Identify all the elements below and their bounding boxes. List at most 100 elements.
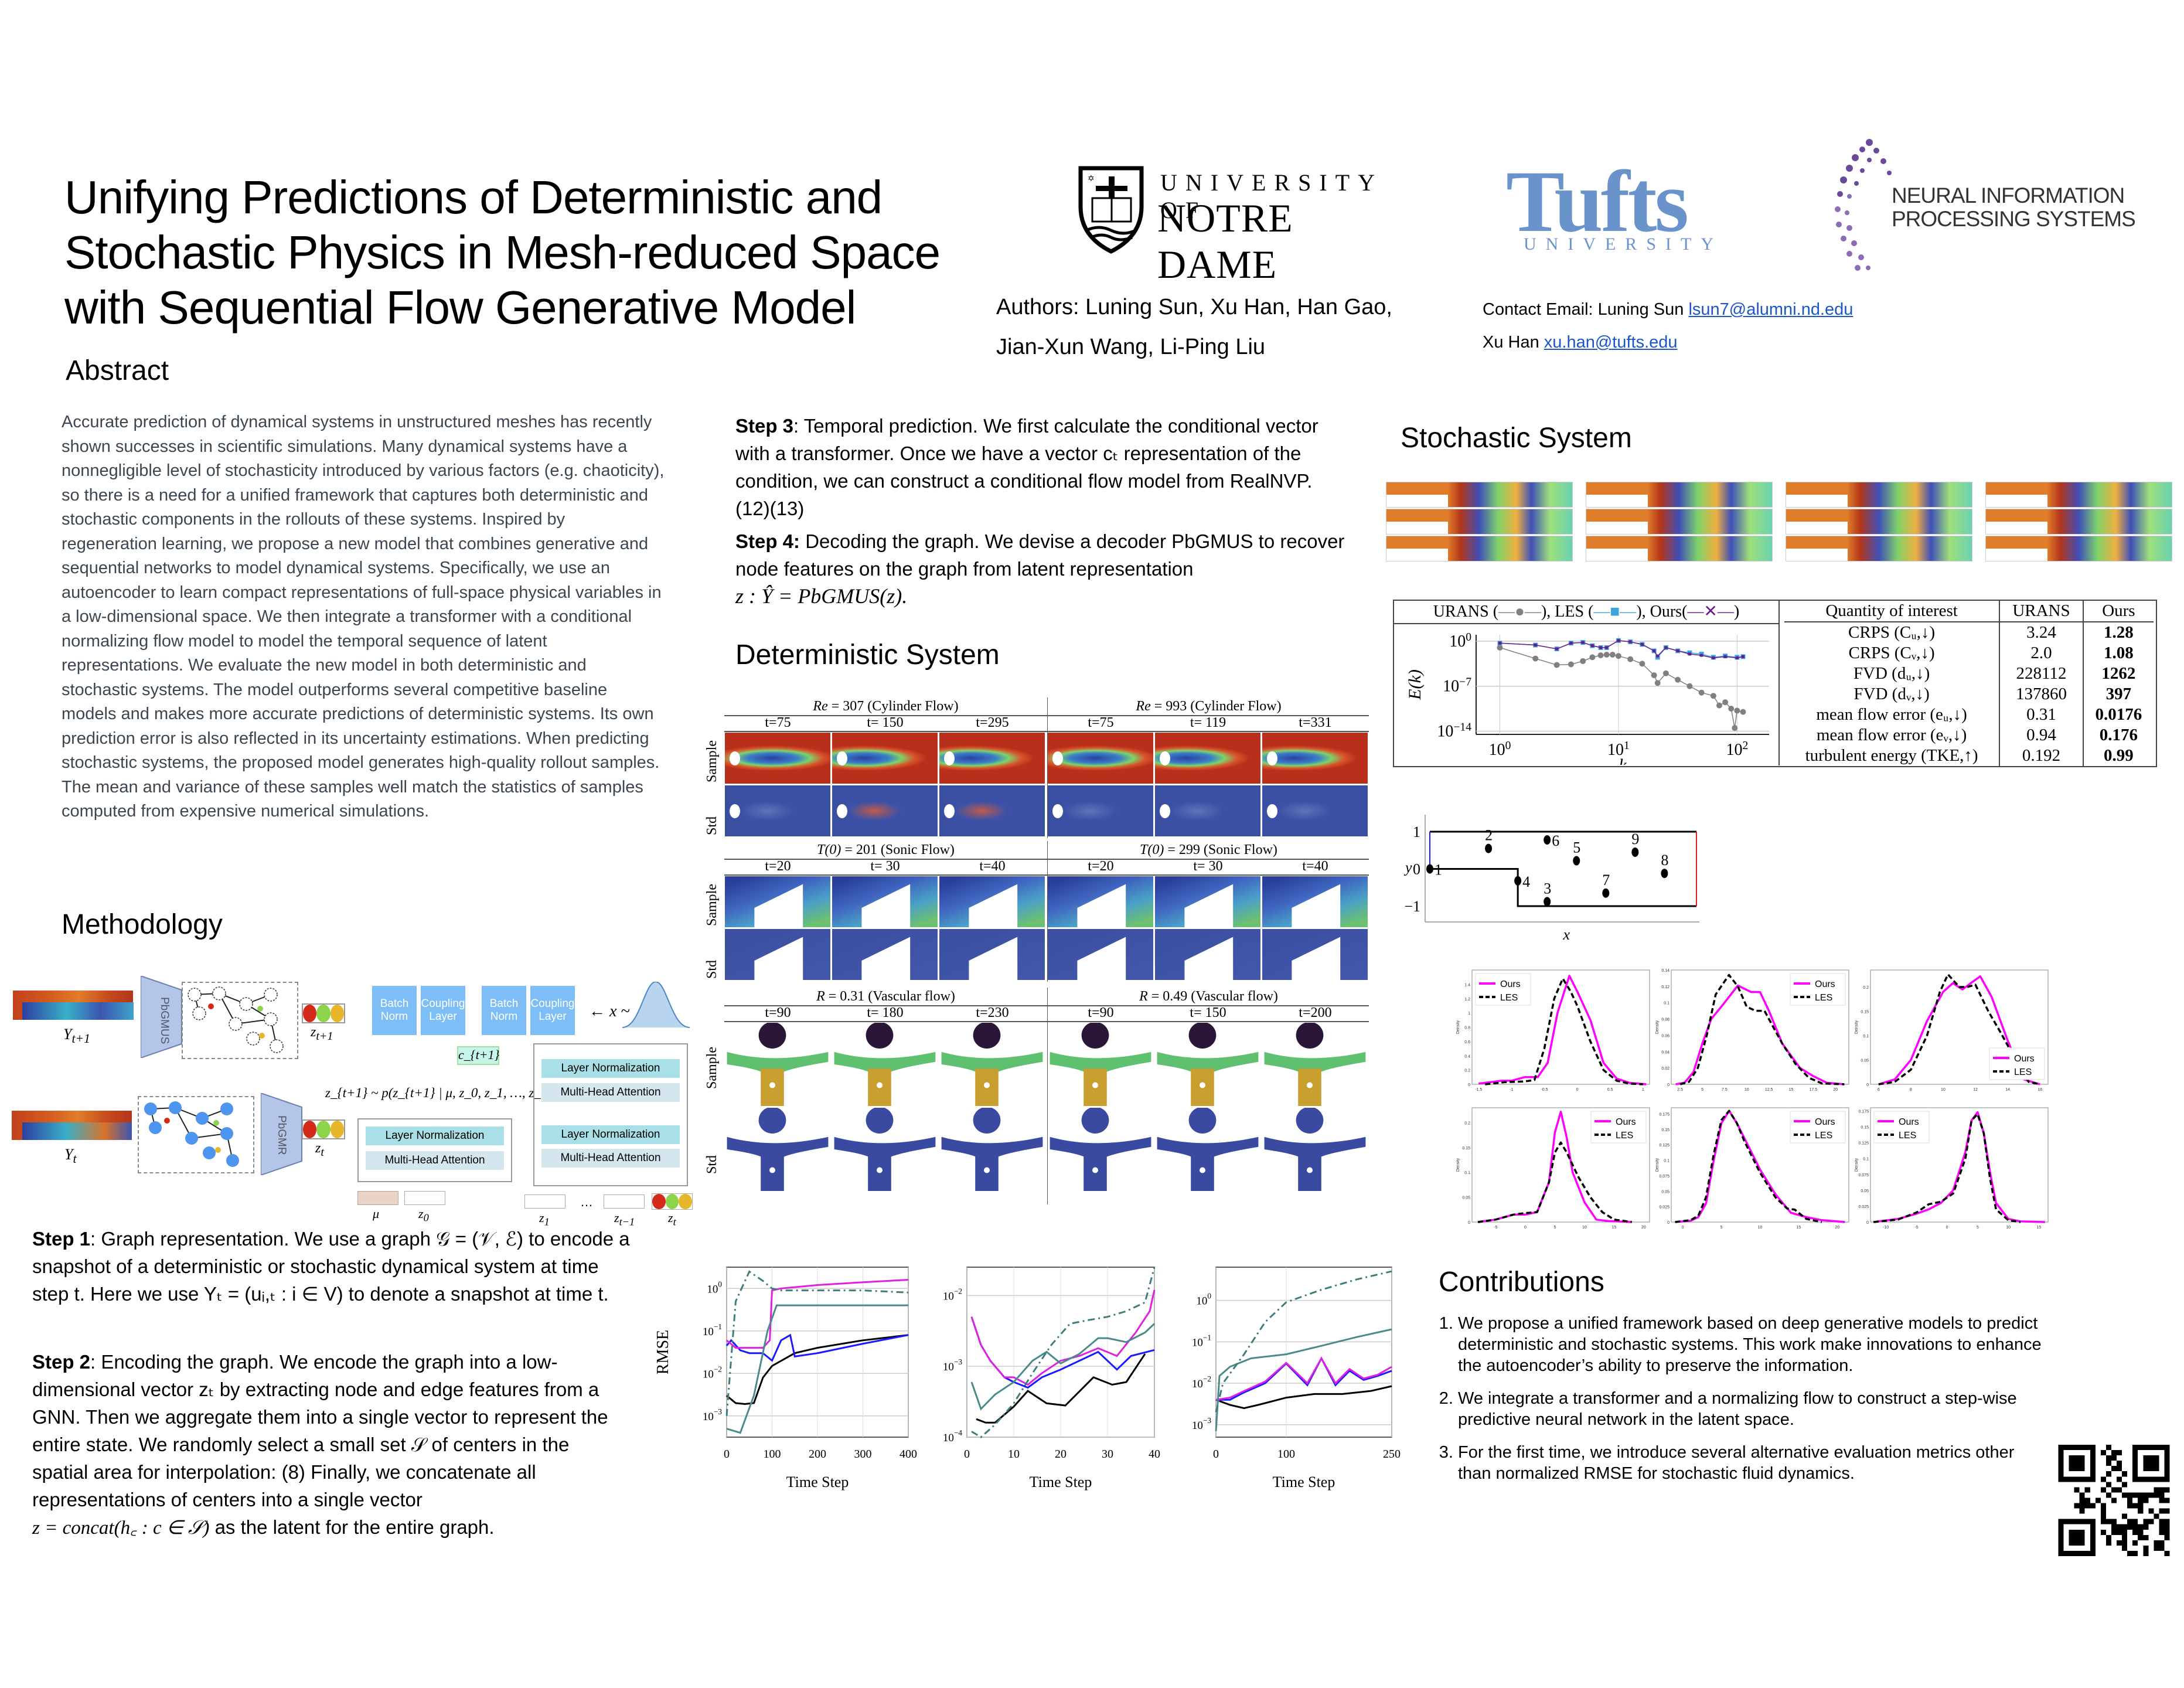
y-tick-label: 0.4 bbox=[1464, 1054, 1470, 1059]
x-axis-label: k bbox=[1619, 755, 1627, 765]
time-label: t=295 bbox=[976, 715, 1009, 730]
qr-module bbox=[2132, 1529, 2138, 1535]
y-tick-label: 0.1 bbox=[1664, 1002, 1669, 1006]
time-label: t=331 bbox=[1299, 715, 1332, 730]
time-label: t=40 bbox=[979, 859, 1006, 874]
std-panel bbox=[939, 1108, 1045, 1191]
input-label-mu: μ bbox=[373, 1206, 380, 1221]
time-label: t=20 bbox=[765, 859, 791, 874]
data-point bbox=[1716, 702, 1722, 709]
qr-module bbox=[2164, 1487, 2170, 1493]
tufts-logo: Tufts UNIVERSITY bbox=[1506, 153, 1713, 258]
x-tick-label: 15 bbox=[2036, 1226, 2041, 1230]
x-tick-label: 0 bbox=[1576, 1088, 1579, 1092]
title-line-1: Unifying Predictions of Deterministic an… bbox=[64, 171, 883, 223]
table-row: FVD (dᵥ,↓) 137860 397 bbox=[1784, 684, 2154, 705]
qr-module bbox=[2111, 1487, 2117, 1493]
data-point bbox=[1603, 652, 1610, 658]
data-point bbox=[1735, 656, 1739, 659]
legend-label-ours: Ours bbox=[2014, 1054, 2035, 1064]
y-tick-label: 0 bbox=[1468, 1221, 1470, 1225]
notre-dame-logo-top: UNIVERSITY OF bbox=[1160, 169, 1382, 223]
x-tick-label: 100 bbox=[764, 1448, 781, 1461]
sample-panel bbox=[939, 876, 1045, 927]
rmse-chart-2: 10−4 10−3 10−2 0 10 20 30 40 Time Step bbox=[943, 1267, 1160, 1490]
step-3: Step 3: Temporal prediction. We first ca… bbox=[735, 412, 1345, 522]
x-tick-label: 0 bbox=[1213, 1448, 1219, 1461]
qr-module bbox=[2122, 1540, 2128, 1546]
qr-module bbox=[2138, 1503, 2144, 1509]
data-point bbox=[1498, 641, 1501, 645]
step-2-text: : Encoding the graph. We encode the grap… bbox=[32, 1351, 608, 1510]
decoded-graph bbox=[182, 982, 298, 1059]
probe-point bbox=[1602, 888, 1610, 898]
step-1-label: Step 1 bbox=[32, 1228, 91, 1250]
legend-label-les: LES bbox=[2014, 1067, 2032, 1077]
transformer-small: Layer Normalization Multi-Head Attention bbox=[357, 1118, 512, 1182]
x-tick-label: 20 bbox=[1835, 1226, 1839, 1230]
qr-module bbox=[2105, 1534, 2111, 1540]
noise-label: ← x ~ bbox=[589, 1002, 630, 1020]
group-title: T(0) = 201 (Sonic Flow) bbox=[817, 842, 955, 857]
qr-module bbox=[2105, 1471, 2111, 1477]
contact-label: Contact Email: Luning Sun bbox=[1483, 300, 1684, 319]
qr-module bbox=[2159, 1498, 2165, 1503]
methodology-heading: Methodology bbox=[62, 909, 223, 940]
step-wall bbox=[1986, 522, 2047, 534]
flow-field-next-lower bbox=[22, 1002, 134, 1020]
ours-cell: 1.08 bbox=[2104, 644, 2134, 662]
email-link-xu[interactable]: xu.han@tufts.edu bbox=[1544, 333, 1678, 352]
step-wall bbox=[1786, 495, 1848, 507]
y-tick-label: 100 bbox=[707, 1279, 722, 1295]
row-label: Sample bbox=[704, 1046, 720, 1089]
domain-step-wall bbox=[1430, 868, 1696, 907]
cylinder-obstacle bbox=[730, 804, 740, 818]
time-label: t= 30 bbox=[870, 859, 900, 874]
data-point bbox=[1590, 644, 1594, 648]
cylinder-obstacle bbox=[837, 751, 847, 765]
email-link-luning[interactable]: lsun7@alumni.nd.edu bbox=[1688, 300, 1853, 319]
qr-module bbox=[2148, 1519, 2154, 1524]
sonic-wedge bbox=[1184, 937, 1234, 980]
std-panel bbox=[1048, 1108, 1153, 1191]
qr-code-icon[interactable] bbox=[2057, 1445, 2171, 1556]
x-tick-label: 12.5 bbox=[1765, 1088, 1773, 1092]
spectrum-legend: URANS (—●—), LES (—■—), Ours(—✕—) bbox=[1394, 601, 1778, 624]
series-magenta bbox=[726, 1279, 909, 1349]
x-tick-label: 10 bbox=[2006, 1226, 2011, 1230]
sample-panel bbox=[1155, 1023, 1260, 1106]
y-tick-label: 1.4 bbox=[1464, 983, 1470, 987]
sample-panel bbox=[832, 1023, 938, 1106]
table-row: mean flow error (eᵥ,↓) 0.94 0.176 bbox=[1784, 725, 2154, 746]
sonic-wedge bbox=[754, 884, 803, 927]
y-tick-label: 10−4 bbox=[943, 1428, 962, 1444]
step-3-label: Step 3 bbox=[735, 415, 794, 437]
series-teal-dashdot bbox=[971, 1267, 1156, 1438]
std-panel bbox=[1262, 929, 1368, 980]
data-point bbox=[1651, 672, 1657, 679]
step-4: Step 4: Decoding the graph. We devise a … bbox=[735, 528, 1345, 610]
qr-module bbox=[2159, 1492, 2165, 1498]
x-tick-label: 30 bbox=[1102, 1448, 1113, 1461]
data-point bbox=[1741, 655, 1745, 658]
time-label: t=90 bbox=[765, 1005, 791, 1020]
time-label: t=200 bbox=[1299, 1005, 1332, 1020]
stochastic-sample-panel bbox=[1985, 509, 2172, 535]
notre-dame-logo-bottom: NOTRE DAME bbox=[1157, 196, 1293, 287]
density-plot: 0 0.02 0.04 0.06 0.08 0.1 0.12 0.14 2.5 5 7.5 10 12.… bbox=[1655, 969, 1849, 1092]
y-tick-label: 0.05 bbox=[1661, 1190, 1669, 1194]
y-tick-label: 10−3 bbox=[1192, 1416, 1211, 1432]
time-label: t= 119 bbox=[1190, 715, 1226, 730]
std-panel bbox=[1262, 785, 1368, 836]
legend-label-ours: Ours bbox=[1899, 1117, 1919, 1127]
legend-box bbox=[1790, 973, 1846, 1006]
time-label: t= 30 bbox=[1193, 859, 1223, 874]
sonic-wedge bbox=[1292, 937, 1341, 980]
y-tick-label: 0.05 bbox=[1462, 1196, 1470, 1200]
qr-module bbox=[2111, 1529, 2117, 1535]
std-panel bbox=[832, 929, 938, 980]
x-tick-label: 15 bbox=[1612, 1226, 1617, 1230]
y-tick-label: 1.2 bbox=[1464, 998, 1470, 1002]
data-point bbox=[1656, 654, 1660, 658]
series-les bbox=[1675, 1110, 1822, 1223]
